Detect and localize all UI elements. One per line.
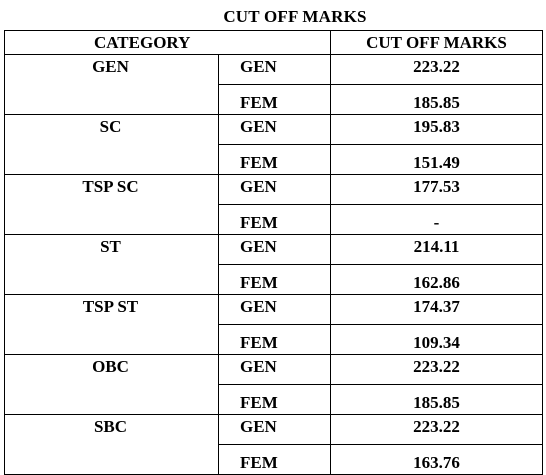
- gen-value-cell: 195.83: [330, 114, 543, 145]
- fem-label-cell: FEM: [218, 444, 331, 475]
- gen-value-cell: 174.37: [330, 294, 543, 325]
- table-row: FEM -: [5, 204, 543, 235]
- fem-value-cell: 162.86: [330, 264, 543, 295]
- category-cell: SC: [4, 114, 219, 175]
- fem-label-cell: FEM: [218, 204, 331, 235]
- table-row: FEM 109.34: [5, 324, 543, 355]
- fem-value-cell: 151.49: [330, 144, 543, 175]
- fem-label-cell: FEM: [218, 144, 331, 175]
- gen-label-cell: GEN: [218, 294, 331, 325]
- fem-value-cell: 185.85: [330, 384, 543, 415]
- category-cell: SBC: [4, 414, 219, 475]
- fem-label-cell: FEM: [218, 324, 331, 355]
- table-row: SBC GEN 223.22: [4, 414, 543, 475]
- category-column-header: CATEGORY: [4, 30, 331, 55]
- category-cell: TSP ST: [4, 294, 219, 355]
- table-row: SC GEN 195.83: [4, 114, 543, 175]
- table-row: TSP SC GEN 177.53: [4, 174, 543, 235]
- gen-value-cell: 223.22: [330, 354, 543, 385]
- gen-label-cell: GEN: [218, 54, 331, 85]
- gen-label-cell: GEN: [218, 114, 331, 145]
- gen-value-cell: 223.22: [330, 414, 543, 445]
- marks-column-header: CUT OFF MARKS: [330, 30, 543, 55]
- fem-value-cell: 185.85: [330, 84, 543, 115]
- fem-value-cell: -: [330, 204, 543, 235]
- table-row: FEM 151.49: [5, 144, 543, 175]
- gen-label-cell: GEN: [218, 354, 331, 385]
- category-cell: OBC: [4, 354, 219, 415]
- table-row: GEN GEN 223.22: [4, 54, 543, 115]
- page-title: CUT OFF MARKS: [223, 7, 367, 26]
- fem-value-cell: 109.34: [330, 324, 543, 355]
- table-header-row: CATEGORY CUT OFF MARKS: [4, 30, 543, 55]
- table-row: FEM 185.85: [5, 84, 543, 115]
- category-cell: ST: [4, 234, 219, 295]
- table-body: GEN GEN 223.22 FEM 185.85 SC GEN 195.83 FEM 151.4…: [4, 54, 543, 475]
- table-row: FEM 185.85: [5, 384, 543, 415]
- table-row: OBC GEN 223.22: [4, 354, 543, 415]
- table-row: ST GEN 214.11: [4, 234, 543, 295]
- table-row: FEM 162.86: [5, 264, 543, 295]
- fem-label-cell: FEM: [218, 264, 331, 295]
- fem-label-cell: FEM: [218, 384, 331, 415]
- category-cell: TSP SC: [4, 174, 219, 235]
- cut-off-marks-table: CATEGORY CUT OFF MARKS GEN GEN 223.22 FEM 18…: [4, 30, 543, 475]
- gen-value-cell: 223.22: [330, 54, 543, 85]
- fem-value-cell: 163.76: [330, 444, 543, 475]
- gen-label-cell: GEN: [218, 174, 331, 205]
- gen-value-cell: 214.11: [330, 234, 543, 265]
- fem-label-cell: FEM: [218, 84, 331, 115]
- table-row: TSP ST GEN 174.37: [4, 294, 543, 355]
- gen-label-cell: GEN: [218, 234, 331, 265]
- gen-label-cell: GEN: [218, 414, 331, 445]
- category-cell: GEN: [4, 54, 219, 115]
- gen-value-cell: 177.53: [330, 174, 543, 205]
